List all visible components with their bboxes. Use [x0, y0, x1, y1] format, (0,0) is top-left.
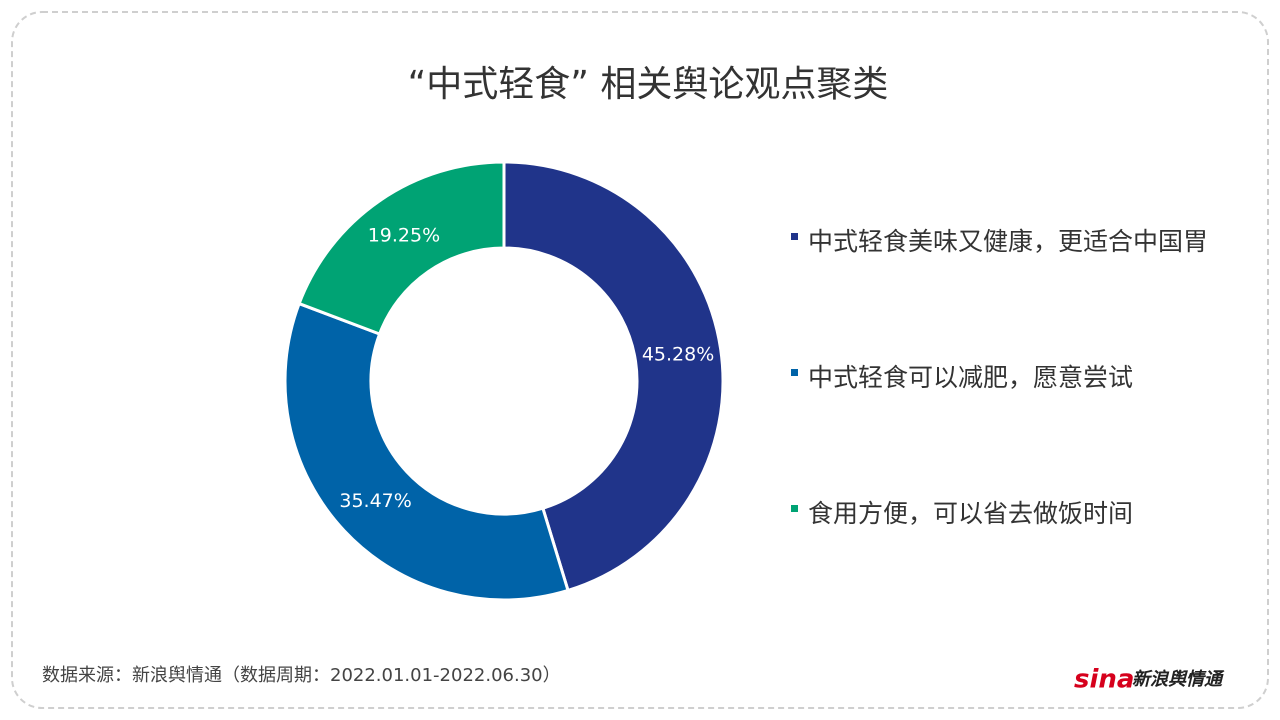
donut-slice: [283, 301, 570, 602]
data-label: 35.47%: [339, 490, 411, 512]
legend-label: 中式轻食可以减肥，愿意尝试: [808, 363, 1133, 392]
logo-name: 新浪舆情通: [1132, 669, 1225, 690]
chart-title: “中式轻食” 相关舆论观点聚类: [408, 64, 889, 105]
logo-brand: sina: [1074, 665, 1134, 695]
donut-slice: [502, 160, 725, 593]
legend-marker: [791, 369, 798, 376]
legend-label: 中式轻食美味又健康，更适合中国胃: [808, 227, 1208, 256]
legend-marker: [791, 233, 798, 240]
donut-slice: [297, 160, 506, 336]
source-note: 数据来源：新浪舆情通（数据周期：2022.01.01-2022.06.30）: [42, 665, 561, 686]
legend-label: 食用方便，可以省去做饭时间: [808, 499, 1133, 528]
data-label: 45.28%: [642, 343, 714, 365]
data-label: 19.25%: [368, 225, 440, 247]
legend-marker: [791, 505, 798, 512]
